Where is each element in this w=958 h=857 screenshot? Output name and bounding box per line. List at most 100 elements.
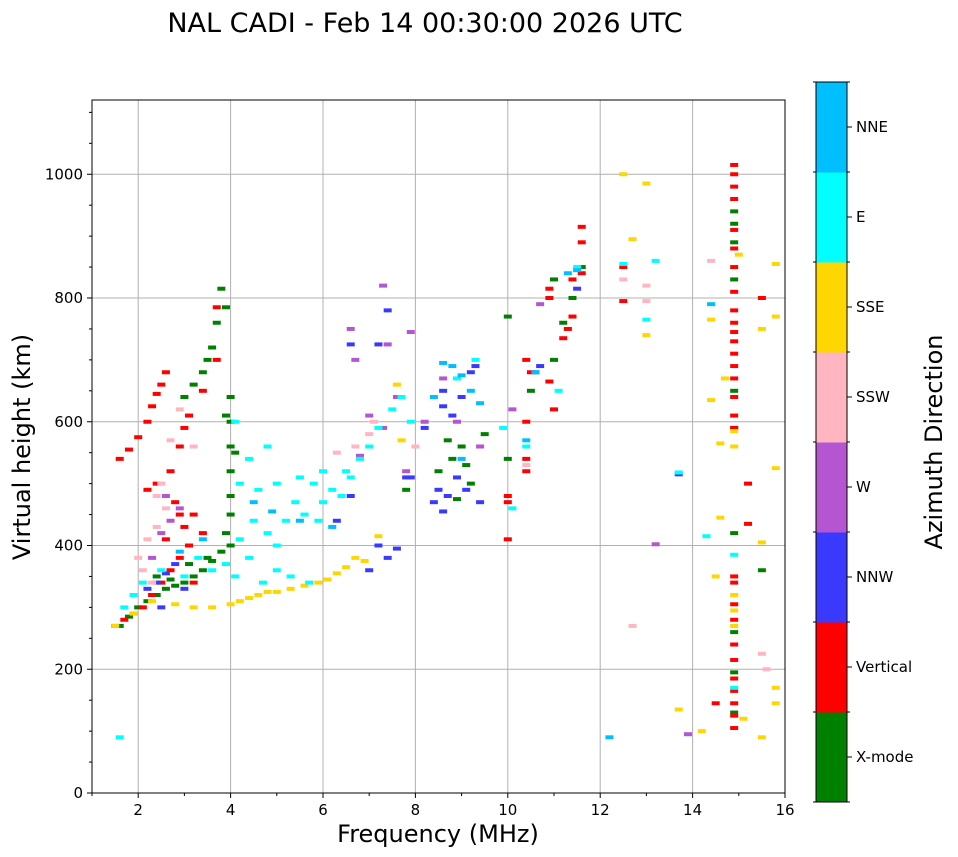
data-point [730,701,739,706]
data-point [175,555,184,560]
data-point [730,688,739,693]
data-point [272,543,281,548]
data-point [161,506,170,511]
data-point [120,605,129,610]
data-point [180,580,189,585]
data-point [406,419,415,424]
data-point [217,549,226,554]
data-point [282,518,291,523]
data-point [411,444,420,449]
data-point [503,494,512,498]
data-point [757,540,766,545]
y-tick-label: 800 [54,289,83,307]
data-point [457,395,466,399]
data-point [383,308,392,313]
data-point [392,395,401,399]
data-point [143,419,152,424]
data-point [328,524,337,529]
y-tick-label: 200 [54,660,83,678]
data-point [189,444,198,449]
data-point [346,342,355,347]
data-point [212,320,221,325]
data-point [129,593,138,597]
data-point [642,333,651,338]
data-point [730,209,739,214]
data-point [379,425,388,430]
data-point [577,265,586,270]
y-tick-label: 1000 [45,165,83,183]
colorbar-frame [815,81,848,803]
data-point [185,413,194,418]
data-point [522,456,531,461]
data-point [559,320,568,325]
colorbar-tick-label: E [856,208,865,226]
data-point [148,404,157,409]
data-point [355,456,364,461]
data-point [642,283,651,288]
series-e [115,258,739,740]
data-point [208,568,217,573]
data-point [739,716,748,721]
x-tick-label: 14 [683,801,702,819]
data-point [503,537,512,542]
data-point [499,425,508,430]
data-point [124,447,133,452]
plot-frame [91,99,786,794]
series-ssw [134,258,771,672]
data-point [730,657,739,662]
data-point [730,221,739,226]
data-point [342,565,351,570]
data-point [462,487,471,492]
data-point [466,388,475,393]
data-point [198,531,207,536]
data-point [166,518,175,523]
data-point [263,444,272,449]
data-point [148,555,157,560]
x-tick-label: 6 [318,801,328,819]
data-point [175,549,184,554]
data-point [448,413,457,418]
colorbar-tick-label: X-mode [856,748,913,766]
data-point [730,676,739,681]
data-point [157,605,166,610]
data-point [397,395,406,399]
data-point [337,494,346,498]
data-point [619,265,628,270]
data-point [730,172,739,177]
data-point [711,701,720,706]
data-point [563,271,572,276]
data-point [573,286,582,291]
data-point [226,419,235,424]
data-point [730,240,739,245]
data-point [208,558,217,563]
data-point [619,299,628,304]
data-point [730,642,739,647]
data-point [305,580,314,585]
data-point [365,413,374,418]
data-point [730,320,739,325]
data-point [457,373,466,378]
data-point [115,735,124,740]
data-point [148,580,157,585]
data-point [577,224,586,229]
data-point [226,512,235,517]
data-point [374,425,383,430]
data-point [166,577,175,582]
data-point [138,568,147,573]
data-point [175,407,184,412]
y-tick-label: 0 [73,784,83,802]
data-point [448,364,457,369]
series-vertical [111,162,766,731]
data-point [212,357,221,362]
data-point [254,593,263,597]
data-points [111,162,780,740]
colorbar-swatch [816,352,847,443]
data-point [268,509,277,514]
data-point [143,537,152,542]
x-tick-label: 4 [226,801,236,819]
data-point [148,599,157,604]
data-point [245,555,254,560]
data-point [771,314,780,319]
data-point [152,574,161,579]
